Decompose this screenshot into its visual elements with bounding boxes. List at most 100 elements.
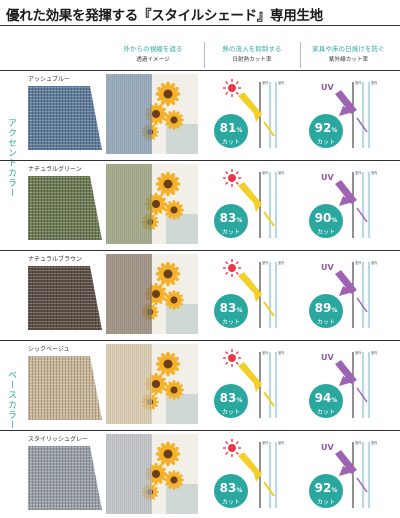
uv-arrow-icon — [335, 360, 368, 403]
heat-cut-panel: 室外 室内 81% カット — [208, 74, 298, 154]
outdoor-label: 室外 — [355, 440, 362, 445]
indoor-label: 室内 — [278, 350, 284, 355]
uv-label: UV — [321, 83, 334, 92]
column-heading: 外からの視線を遮る — [123, 45, 183, 53]
fabric-swatch — [26, 174, 102, 242]
window-frame-icon — [352, 82, 371, 148]
uv-cut-panel: UV 室外 室内 94% カット — [303, 344, 393, 424]
fabric-name: ナチュラルグリーン — [28, 166, 82, 173]
window-frame-icon — [259, 82, 278, 148]
uv-cut-badge: 92% カット — [309, 474, 343, 508]
fabric-swatch — [26, 354, 102, 422]
sunflower-icon — [155, 171, 181, 197]
sun-icon — [223, 349, 241, 367]
column-header-heat: 熱の流入を抑制する 日射熱カット率 — [206, 44, 298, 63]
heat-cut-value: 83 — [219, 211, 237, 225]
column-divider — [300, 42, 301, 68]
sun-icon — [223, 439, 241, 457]
percent-sign: % — [236, 127, 243, 134]
uv-arrow-icon — [335, 270, 368, 313]
fabric-swatch — [26, 264, 102, 332]
cut-label: カット — [221, 409, 240, 416]
window-frame-icon — [259, 442, 278, 508]
outdoor-label: 室外 — [262, 350, 269, 355]
group-label-accent: アクセントカラー — [6, 118, 16, 198]
fabric-row: シックベージュ 室外 室内 83% カット UV 室外 室内 94% カット — [0, 340, 400, 428]
percent-sign: % — [331, 397, 338, 404]
fabric-name: アッシュブルー — [28, 76, 71, 83]
heat-arrow-icon — [238, 362, 275, 407]
outdoor-label: 室外 — [355, 170, 362, 175]
sunflower-icon — [164, 469, 184, 491]
sunflower-icon — [164, 199, 184, 221]
fabric-name: ナチュラルブラウン — [28, 256, 83, 263]
column-subheading: 透過イメージ — [136, 57, 170, 63]
cut-label: カット — [316, 139, 335, 146]
cut-label: カット — [316, 319, 335, 326]
sunflower-icon — [155, 261, 181, 287]
fabric-swatch — [26, 84, 102, 152]
outdoor-label: 室外 — [262, 440, 269, 445]
outdoor-label: 室外 — [262, 80, 269, 85]
uv-cut-badge: 89% カット — [309, 294, 343, 328]
sunflower-icon — [164, 109, 184, 131]
uv-cut-panel: UV 室外 室内 92% カット — [303, 434, 393, 514]
uv-label: UV — [321, 353, 334, 362]
cut-label: カット — [221, 499, 240, 506]
see-through-image — [106, 434, 198, 514]
see-through-image — [106, 344, 198, 424]
percent-sign: % — [331, 217, 338, 224]
percent-sign: % — [331, 127, 338, 134]
cut-label: カット — [221, 139, 240, 146]
title-rule — [0, 25, 400, 26]
sun-icon — [223, 79, 241, 97]
column-heading: 熱の流入を抑制する — [222, 45, 282, 53]
column-divider — [204, 42, 205, 68]
uv-cut-value: 94 — [314, 391, 332, 405]
indoor-label: 室内 — [371, 260, 377, 265]
cut-label: カット — [316, 229, 335, 236]
window-frame-icon — [352, 442, 371, 508]
window-frame-icon — [259, 352, 278, 418]
outdoor-label: 室外 — [355, 260, 362, 265]
window-frame-icon — [352, 262, 371, 328]
percent-sign: % — [236, 217, 243, 224]
indoor-label: 室内 — [278, 260, 284, 265]
fabric-swatch — [26, 444, 102, 512]
column-heading: 家具や床の日焼けを防ぐ — [312, 45, 385, 53]
heat-cut-panel: 室外 室内 83% カット — [208, 434, 298, 514]
row-divider — [0, 250, 400, 251]
heat-arrow-icon — [238, 182, 275, 227]
uv-cut-badge: 90% カット — [309, 204, 343, 238]
heat-arrow-icon — [238, 92, 275, 137]
column-header-view: 外からの視線を遮る 透過イメージ — [104, 44, 202, 63]
indoor-label: 室内 — [371, 170, 377, 175]
percent-sign: % — [236, 307, 243, 314]
heat-cut-badge: 83% カット — [214, 204, 248, 238]
see-through-image — [106, 254, 198, 334]
outdoor-label: 室外 — [262, 260, 269, 265]
row-divider — [0, 70, 400, 71]
uv-cut-value: 90 — [314, 211, 332, 225]
fabric-name: スタイリッシュグレー — [28, 436, 89, 443]
outdoor-label: 室外 — [355, 350, 362, 355]
uv-cut-panel: UV 室外 室内 90% カット — [303, 164, 393, 244]
heat-cut-badge: 83% カット — [214, 294, 248, 328]
window-frame-icon — [352, 352, 371, 418]
uv-cut-value: 92 — [314, 481, 332, 495]
indoor-label: 室内 — [278, 170, 284, 175]
page-title: 優れた効果を発揮する『スタイルシェード』専用生地 — [6, 8, 323, 24]
fabric-row: ナチュラルブラウン 室外 室内 83% カット UV 室外 室内 89% カット — [0, 250, 400, 338]
uv-cut-badge: 92% カット — [309, 114, 343, 148]
row-divider — [0, 160, 400, 161]
window-frame-icon — [259, 262, 278, 328]
heat-arrow-icon — [238, 452, 275, 497]
indoor-label: 室内 — [278, 80, 284, 85]
uv-arrow-icon — [335, 180, 368, 223]
group-label-base: ベースカラー — [6, 370, 16, 430]
indoor-label: 室内 — [278, 440, 284, 445]
heat-cut-value: 83 — [219, 481, 237, 495]
indoor-label: 室内 — [371, 350, 377, 355]
cut-label: カット — [221, 319, 240, 326]
fabric-name: シックベージュ — [28, 346, 70, 353]
